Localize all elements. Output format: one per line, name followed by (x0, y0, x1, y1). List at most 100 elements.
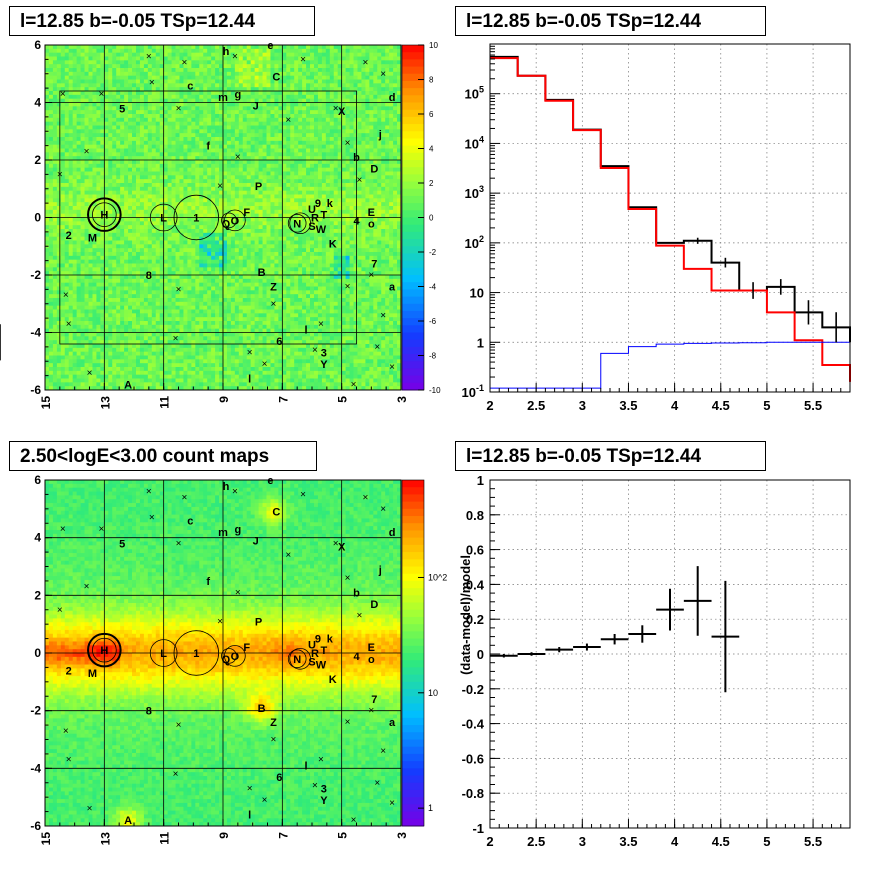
heatmap-cell (226, 148, 232, 153)
heatmap-cell (191, 91, 196, 96)
heatmap-cell (242, 83, 248, 88)
heatmap-cell (143, 71, 149, 77)
heatmap-cell (116, 271, 121, 276)
heatmap-cell (76, 328, 81, 333)
heatmap-cell (72, 347, 78, 353)
heatmap-cell (242, 129, 248, 134)
heatmap-cell (223, 179, 228, 184)
heatmap-cell (96, 114, 101, 119)
heatmap-cell (120, 213, 125, 218)
heatmap-cell (219, 64, 224, 69)
heatmap-cell (139, 133, 145, 138)
heatmap-cell (72, 48, 78, 54)
heatmap-cell (92, 363, 97, 368)
heatmap-cell (203, 321, 208, 326)
heatmap-cell (120, 259, 125, 264)
heatmap-cell (80, 114, 85, 119)
heatmap-cell (135, 148, 141, 153)
heatmap-cell (68, 317, 74, 322)
heatmap-cell (171, 298, 176, 303)
heatmap-cell (128, 374, 133, 379)
heatmap-cell (163, 374, 169, 379)
heatmap-cell (124, 374, 129, 379)
heatmap-cell (175, 282, 180, 287)
heatmap-cell (199, 267, 204, 272)
heatmap-cell (56, 282, 62, 287)
heatmap-cell (135, 190, 141, 195)
heatmap-cell (183, 206, 188, 211)
heatmap-cell (112, 71, 117, 77)
heatmap-cell (56, 278, 62, 284)
heatmap-cell (104, 305, 109, 310)
heatmap-cell (159, 52, 165, 57)
heatmap-cell (76, 45, 81, 50)
heatmap-cell (159, 317, 165, 322)
heatmap-cell (80, 194, 85, 199)
heatmap-cell (60, 163, 66, 169)
heatmap-cell (128, 232, 133, 238)
heatmap-cell (88, 347, 93, 353)
heatmap-cell (155, 171, 161, 176)
heatmap-cell (124, 359, 129, 364)
heatmap-cell (159, 48, 165, 54)
heatmap-cell (128, 148, 133, 153)
heatmap-cell (211, 91, 216, 96)
heatmap-cell (226, 294, 232, 299)
heatmap-cell (80, 133, 85, 138)
heatmap-cell (203, 294, 208, 299)
heatmap-cell (179, 209, 184, 215)
heatmap-cell (226, 221, 232, 226)
heatmap-cell (246, 225, 252, 230)
heatmap-cell (187, 221, 192, 226)
heatmap-cell (155, 94, 161, 100)
heatmap-cell (60, 217, 66, 222)
heatmap-cell (195, 305, 200, 310)
heatmap-cell (96, 378, 101, 383)
heatmap-cell (262, 133, 267, 138)
heatmap-cell (175, 102, 180, 107)
heatmap-cell (151, 117, 157, 123)
heatmap-cell (135, 179, 141, 184)
heatmap-cell (223, 321, 228, 326)
heatmap-cell (175, 240, 180, 245)
heatmap-cell (155, 213, 161, 218)
heatmap-cell (100, 344, 105, 349)
heatmap-cell (116, 324, 121, 330)
heatmap-cell (64, 271, 70, 276)
heatmap-cell (242, 137, 248, 142)
heatmap-cell (238, 271, 244, 276)
heatmap-cell (250, 167, 256, 172)
heatmap-cell (120, 83, 125, 88)
heatmap-cell (159, 359, 165, 364)
heatmap-cell (128, 282, 133, 287)
heatmap-cell (147, 137, 153, 142)
heatmap-cell (155, 137, 161, 142)
heatmap-cell (135, 263, 141, 268)
heatmap-cell (143, 363, 149, 368)
heatmap-cell (48, 282, 54, 287)
heatmap-cell (72, 240, 78, 245)
heatmap-cell (242, 290, 248, 295)
heatmap-cell (175, 183, 180, 188)
heatmap-cell (254, 156, 259, 161)
heatmap-cell (108, 271, 113, 276)
heatmap-cell (195, 133, 200, 138)
heatmap-cell (108, 125, 113, 130)
heatmap-cell (191, 179, 196, 184)
heatmap-cell (171, 252, 176, 257)
heatmap-cell (100, 87, 105, 92)
heatmap-cell (211, 255, 216, 261)
heatmap-cell (60, 160, 66, 165)
heatmap-cell (223, 110, 228, 115)
heatmap-cell (242, 148, 248, 153)
heatmap-cell (223, 359, 228, 364)
heatmap-cell (84, 48, 89, 54)
heatmap-cell (84, 68, 89, 73)
heatmap-cell (211, 236, 216, 241)
heatmap-cell (80, 347, 85, 353)
heatmap-cell (187, 301, 192, 307)
heatmap-cell (124, 102, 129, 107)
heatmap-cell (155, 278, 161, 284)
heatmap-cell (56, 374, 62, 379)
heatmap-cell (80, 117, 85, 123)
